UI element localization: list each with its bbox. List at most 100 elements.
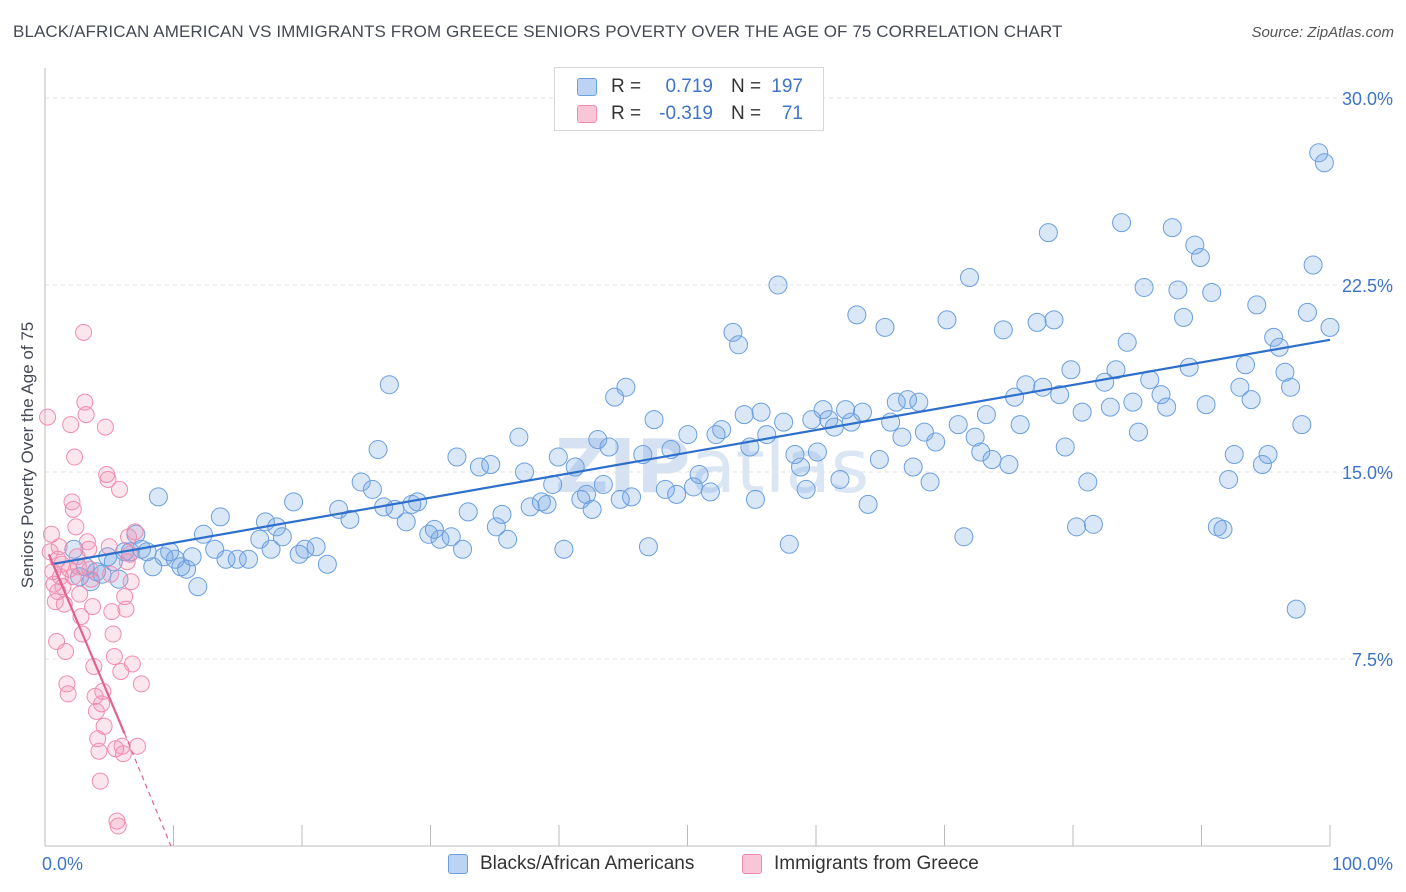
data-point (745, 489, 765, 509)
data-point (813, 400, 833, 420)
data-point (1252, 454, 1272, 474)
data-point (379, 375, 399, 395)
data-point (1185, 235, 1205, 255)
data-point (1168, 280, 1188, 300)
data-point (177, 559, 197, 579)
legend-swatch-pink (577, 105, 597, 123)
data-point (1044, 310, 1064, 330)
data-point (340, 509, 360, 529)
data-point (1314, 153, 1334, 173)
data-point (1297, 302, 1317, 322)
data-point (104, 625, 122, 643)
data-point (886, 392, 906, 412)
data-point (576, 484, 596, 504)
data-point (126, 523, 144, 541)
data-point (1292, 415, 1312, 435)
data-point (869, 450, 889, 470)
data-point (289, 544, 309, 564)
data-point (239, 549, 259, 569)
data-point (71, 585, 89, 603)
data-point (50, 538, 68, 556)
axes (44, 68, 1331, 847)
bottom-legend-greece: Immigrants from Greece (742, 851, 979, 877)
data-point (368, 440, 388, 460)
grid-lines (45, 97, 1395, 660)
data-point (593, 474, 613, 494)
y-axis-label: Seniors Poverty Over the Age of 75 (18, 322, 37, 588)
data-point (689, 464, 709, 484)
data-point (82, 570, 100, 588)
data-point (105, 647, 123, 665)
data-point (84, 598, 102, 616)
data-point (655, 479, 675, 499)
legend-swatch-blue (448, 854, 468, 874)
data-point (57, 643, 75, 661)
data-point (796, 479, 816, 499)
data-point (903, 457, 923, 477)
data-point (59, 685, 77, 703)
data-point (1010, 415, 1030, 435)
legend-swatch-pink (742, 854, 762, 874)
data-point (1117, 332, 1137, 352)
data-point (1286, 599, 1306, 619)
data-point (1219, 469, 1239, 489)
data-point (91, 772, 109, 790)
data-point (751, 402, 771, 422)
data-point (93, 695, 111, 713)
data-point (96, 418, 114, 436)
data-point (610, 489, 630, 509)
data-point (1174, 307, 1194, 327)
r-value: 0.719 (665, 76, 713, 97)
data-point (948, 415, 968, 435)
data-point (1230, 377, 1250, 397)
r-label: R = (611, 103, 642, 124)
trend-line-blacks (51, 338, 1331, 566)
data-point (317, 554, 337, 574)
data-point (447, 447, 467, 467)
y-tick-label: 15.0% (1342, 463, 1393, 483)
data-point (362, 479, 382, 499)
x-tick-label: 100.0% (1332, 854, 1393, 874)
data-point (67, 518, 85, 536)
y-tick-label: 30.0% (1342, 89, 1393, 109)
data-point (62, 416, 80, 434)
data-point (441, 527, 461, 547)
data-point (1106, 360, 1126, 380)
data-point (622, 487, 642, 507)
data-point (469, 457, 489, 477)
legend-label: Immigrants from Greece (774, 853, 979, 874)
data-point (993, 320, 1013, 340)
data-point (582, 499, 602, 519)
data-point (117, 600, 135, 618)
data-point (1072, 402, 1092, 422)
data-point (306, 537, 326, 557)
y-tick-label: 22.5% (1342, 276, 1393, 296)
data-point (90, 742, 108, 760)
data-point (95, 717, 113, 735)
data-point (1083, 514, 1103, 534)
data-point (1134, 277, 1154, 297)
data-point (892, 427, 912, 447)
data-point (836, 400, 856, 420)
data-point (700, 482, 720, 502)
tick-labels: 7.5% 15.0% 22.5% 30.0% 0.0% 100.0% (42, 89, 1393, 874)
data-point (1162, 218, 1182, 238)
data-point (103, 603, 121, 621)
data-point (1213, 519, 1233, 539)
data-point (64, 568, 82, 586)
data-point (729, 335, 749, 355)
data-point (1067, 517, 1087, 537)
data-point (123, 655, 141, 673)
data-point (188, 577, 208, 597)
n-label: N = (731, 76, 762, 97)
data-point (852, 402, 872, 422)
data-point (111, 480, 129, 498)
data-point (1078, 472, 1098, 492)
data-point (351, 472, 371, 492)
data-point (779, 534, 799, 554)
data-point (937, 310, 957, 330)
data-point (554, 539, 574, 559)
data-point (99, 470, 117, 488)
data-point (920, 472, 940, 492)
